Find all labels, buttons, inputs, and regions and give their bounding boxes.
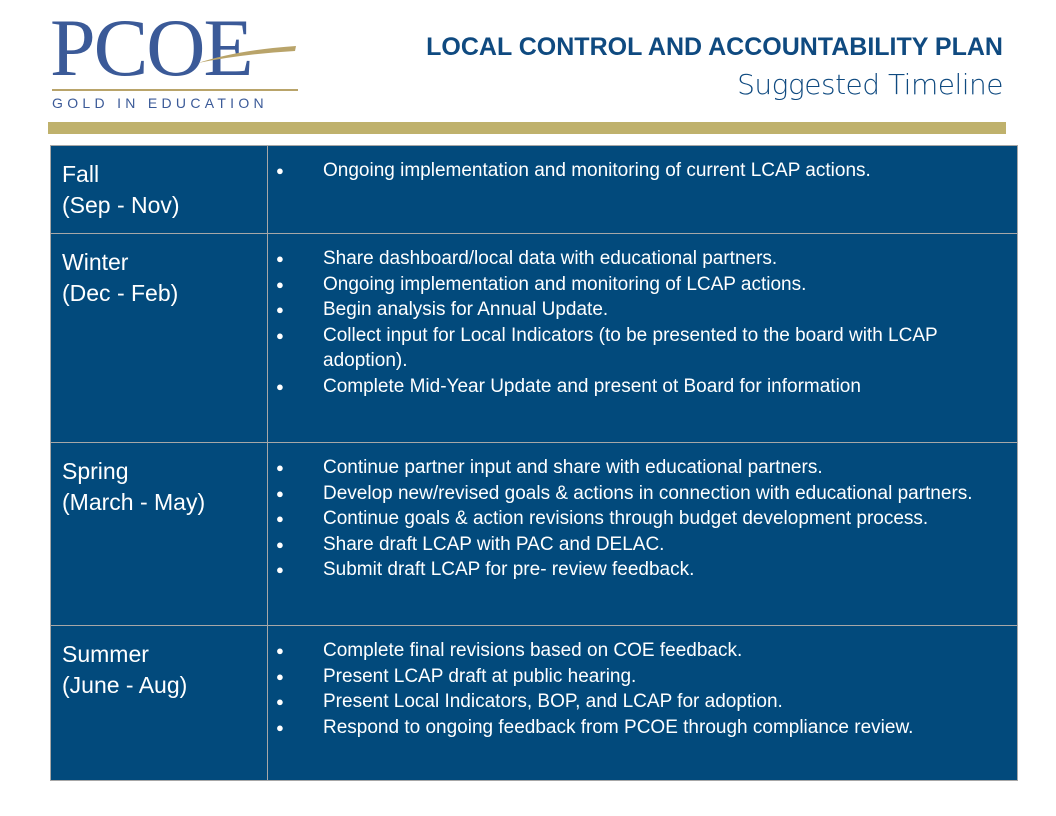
bullet-icon: ● — [276, 511, 284, 527]
bullet-icon: ● — [276, 668, 284, 684]
bullet-icon: ● — [276, 378, 284, 394]
season-cell: Spring (March - May) — [50, 442, 268, 626]
item-text: Respond to ongoing feedback from PCOE th… — [323, 716, 914, 738]
item-text: Submit draft LCAP for pre- review feedba… — [323, 559, 695, 581]
item-text: Complete Mid-Year Update and present ot … — [323, 375, 861, 397]
logo-tagline: GOLD IN EDUCATION — [52, 95, 268, 111]
bullet-icon: ● — [276, 276, 284, 292]
season-months: (Sep - Nov) — [62, 192, 180, 218]
items-cell: ● Share dashboard/local data with educati… — [267, 233, 1018, 443]
season-cell: Summer (June - Aug) — [50, 625, 268, 781]
season-months: (June - Aug) — [62, 672, 188, 698]
pcoe-logo: PCOE GOLD IN EDUCATION — [50, 2, 300, 111]
item-list: ● Share dashboard/local data with educati… — [268, 246, 1007, 400]
season-months: (Dec - Feb) — [62, 280, 179, 306]
timeline-row-spring: Spring (March - May) ● Continue partner inp… — [50, 442, 1018, 626]
timeline-row-winter: Winter (Dec - Feb) ● Share dashboard/local … — [50, 233, 1018, 443]
list-item: ● Collect input for Local Indicators (to … — [268, 323, 1007, 374]
bullet-icon: ● — [276, 327, 284, 343]
items-cell: ● Complete final revisions based on COE f… — [267, 625, 1018, 781]
bullet-icon: ● — [276, 562, 284, 578]
bullet-icon: ● — [276, 460, 284, 475]
logo-rule — [52, 89, 298, 91]
page-subtitle: Suggested Timeline — [737, 68, 1003, 101]
bullet-icon: ● — [276, 694, 284, 710]
item-text: Continue partner input and share with ed… — [323, 457, 823, 478]
items-cell: ● Ongoing implementation and monitoring o… — [267, 145, 1018, 234]
season-cell: Winter (Dec - Feb) — [50, 233, 268, 443]
timeline-row-fall: Fall (Sep - Nov) ● Ongoing implementation a… — [50, 145, 1018, 234]
list-item: ● Continue partner input and share with e… — [268, 455, 1007, 481]
list-item: ● Share dashboard/local data with educati… — [268, 246, 1007, 272]
list-item: ● Complete Mid-Year Update and present ot… — [268, 374, 1007, 400]
item-text: Collect input for Local Indicators (to b… — [323, 324, 938, 372]
list-item: ● Submit draft LCAP for pre- review feedb… — [268, 557, 1007, 583]
bullet-icon: ● — [276, 643, 284, 658]
season-name: Fall — [62, 161, 100, 187]
item-list: ● Continue partner input and share with e… — [268, 455, 1007, 583]
items-cell: ● Continue partner input and share with e… — [267, 442, 1018, 626]
timeline-row-summer: Summer (June - Aug) ● Complete final revisi… — [50, 625, 1018, 781]
logo-letters: PCOE — [50, 2, 254, 93]
item-text: Present LCAP draft at public hearing. — [323, 665, 637, 687]
timeline-table: Fall (Sep - Nov) ● Ongoing implementation a… — [50, 145, 1018, 781]
bullet-icon: ● — [276, 719, 284, 735]
season-name: Summer — [62, 641, 149, 667]
page-title: LOCAL CONTROL AND ACCOUNTABILITY PLAN — [426, 33, 1003, 61]
gold-divider — [48, 122, 1006, 134]
list-item: ● Share draft LCAP with PAC and DELAC. — [268, 532, 1007, 558]
bullet-icon: ● — [276, 536, 284, 552]
item-list: ● Ongoing implementation and monitoring o… — [268, 158, 1007, 184]
list-item: ● Present LCAP draft at public hearing. — [268, 664, 1007, 690]
item-text: Develop new/revised goals & actions in c… — [323, 482, 973, 504]
list-item: ● Complete final revisions based on COE f… — [268, 638, 1007, 664]
logo-swoosh-icon — [198, 46, 296, 63]
item-text: Begin analysis for Annual Update. — [323, 299, 609, 321]
list-item: ● Begin analysis for Annual Update. — [268, 297, 1007, 323]
item-text: Share dashboard/local data with educatio… — [323, 248, 778, 269]
item-text: Ongoing implementation and monitoring of… — [323, 160, 871, 181]
item-text: Complete final revisions based on COE fe… — [323, 640, 743, 661]
list-item: ● Present Local Indicators, BOP, and LCAP… — [268, 689, 1007, 715]
bullet-icon: ● — [276, 485, 284, 501]
season-name: Spring — [62, 458, 129, 484]
item-text: Present Local Indicators, BOP, and LCAP … — [323, 691, 783, 713]
bullet-icon: ● — [276, 302, 284, 318]
season-name: Winter — [62, 249, 129, 275]
list-item: ● Ongoing implementation and monitoring o… — [268, 158, 1007, 184]
item-text: Ongoing implementation and monitoring of… — [323, 273, 807, 295]
list-item: ● Respond to ongoing feedback from PCOE t… — [268, 715, 1007, 741]
season-months: (March - May) — [62, 489, 206, 515]
list-item: ● Ongoing implementation and monitoring o… — [268, 272, 1007, 298]
season-cell: Fall (Sep - Nov) — [50, 145, 268, 234]
list-item: ● Continue goals & action revisions throu… — [268, 506, 1007, 532]
bullet-icon: ● — [276, 163, 284, 178]
list-item: ● Develop new/revised goals & actions in … — [268, 481, 1007, 507]
bullet-icon: ● — [276, 251, 284, 266]
item-list: ● Complete final revisions based on COE f… — [268, 638, 1007, 740]
item-text: Share draft LCAP with PAC and DELAC. — [323, 533, 665, 555]
item-text: Continue goals & action revisions throug… — [323, 508, 929, 530]
